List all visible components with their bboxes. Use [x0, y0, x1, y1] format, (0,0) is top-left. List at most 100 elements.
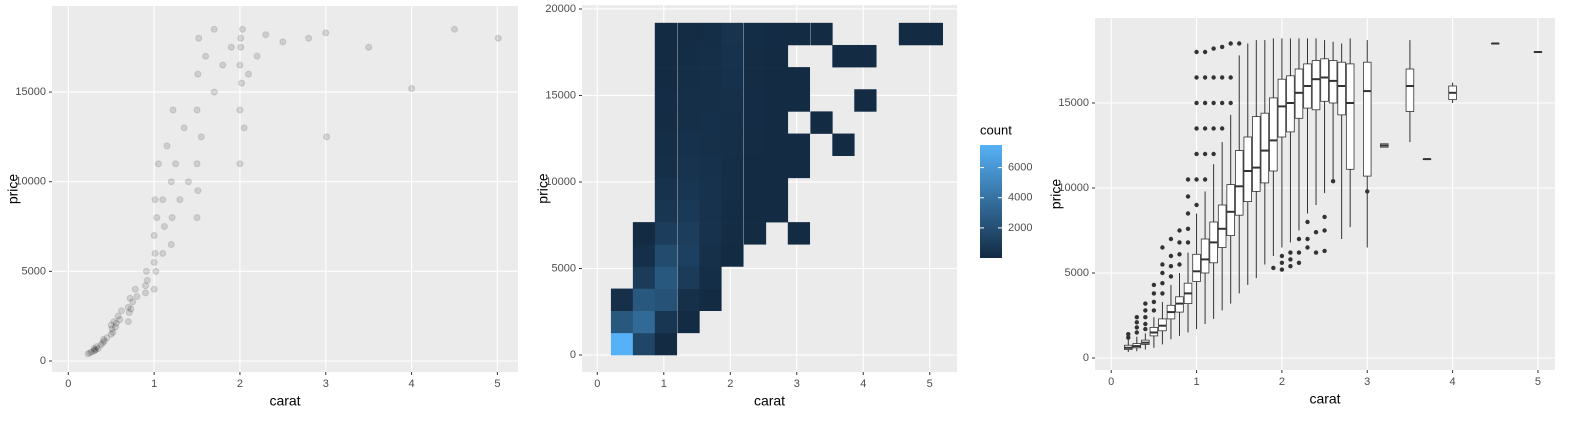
x-tick-label: 2: [237, 378, 243, 390]
point: [125, 309, 133, 317]
bin-tile: [654, 111, 678, 134]
point: [210, 88, 218, 96]
y-axis-title: price: [535, 173, 551, 204]
outlier: [1237, 41, 1242, 46]
bin-tile: [677, 67, 700, 90]
bin-tile: [787, 89, 811, 112]
x-tick-label: 5: [1535, 376, 1541, 388]
point: [193, 106, 201, 114]
point: [163, 142, 171, 150]
box: [1217, 204, 1227, 248]
point: [133, 292, 141, 300]
x-tick-label: 5: [494, 378, 500, 390]
bin-tile: [743, 177, 767, 201]
outlier: [1194, 202, 1199, 208]
point: [154, 160, 162, 168]
point: [143, 276, 151, 284]
point: [131, 285, 139, 293]
bin-tile: [743, 111, 767, 134]
y-tick-label: 5000: [552, 262, 576, 274]
outlier: [1202, 100, 1208, 106]
legend-title: count: [980, 122, 1012, 137]
point: [305, 34, 313, 42]
outlier: [1151, 299, 1157, 305]
point: [151, 196, 159, 204]
outlier: [1194, 126, 1199, 131]
bin-tile: [765, 199, 789, 223]
bin-tile: [721, 199, 744, 223]
point: [227, 43, 235, 51]
y-tick-label: 5000: [1065, 267, 1089, 279]
x-tick-label: 4: [1450, 376, 1456, 388]
outlier: [1185, 226, 1191, 231]
bin-tile: [787, 67, 811, 90]
bin-tile: [654, 67, 678, 90]
point: [450, 25, 458, 33]
point: [142, 289, 150, 297]
outlier: [1219, 44, 1225, 50]
y-tick-label: 0: [1083, 352, 1089, 364]
outlier: [1228, 41, 1233, 46]
point: [193, 160, 201, 168]
outlier: [1168, 236, 1174, 242]
outlier: [1330, 178, 1336, 184]
outlier: [1305, 219, 1310, 225]
bin-tile: [721, 67, 744, 90]
box: [1192, 253, 1201, 282]
bin-tile: [654, 133, 678, 156]
bin-tile: [810, 111, 833, 134]
outlier: [1202, 177, 1208, 182]
outlier: [1134, 320, 1140, 325]
point: [124, 303, 132, 311]
bin-tile: [654, 199, 678, 223]
y-axis-title: price: [1048, 179, 1064, 210]
point: [236, 106, 244, 114]
outlier: [1288, 263, 1293, 269]
bin-tile: [765, 67, 789, 90]
point: [236, 61, 244, 69]
bin-tile: [632, 310, 656, 334]
box: [1320, 58, 1329, 102]
bin-tile: [677, 310, 700, 334]
outlier: [1305, 236, 1310, 242]
point: [127, 305, 135, 313]
bin-tile: [765, 44, 789, 68]
point: [112, 323, 120, 331]
bin-tile: [632, 266, 656, 289]
bin-tile: [765, 177, 789, 201]
bin-tile: [654, 155, 678, 179]
x-tick-label: 3: [794, 378, 800, 390]
outlier: [1211, 100, 1216, 106]
bin-tile: [654, 44, 678, 68]
bin-tile: [699, 266, 722, 289]
bin-tile: [677, 288, 700, 312]
outlier: [1202, 151, 1208, 157]
point: [150, 258, 158, 266]
bin-tile: [765, 133, 789, 156]
bin-tile: [677, 199, 700, 223]
point: [103, 334, 111, 342]
outlier: [1185, 194, 1191, 199]
bin-tile: [721, 155, 744, 179]
outlier: [1160, 280, 1165, 286]
point: [195, 34, 203, 42]
outlier: [1296, 260, 1302, 265]
outlier: [1228, 75, 1233, 80]
bin-tile: [677, 155, 700, 179]
point: [108, 325, 116, 333]
outlier: [1151, 308, 1157, 313]
point: [237, 34, 245, 42]
bin-tile: [699, 89, 722, 112]
y-axis-title: price: [5, 174, 21, 205]
point: [93, 343, 101, 351]
bin-tile: [765, 155, 789, 179]
box: [1243, 136, 1253, 202]
outlier: [1143, 326, 1148, 332]
outlier: [1134, 330, 1140, 335]
point: [245, 70, 253, 78]
point: [167, 240, 175, 248]
point: [279, 38, 287, 46]
point: [142, 282, 150, 290]
point: [84, 350, 92, 358]
point: [239, 25, 247, 33]
